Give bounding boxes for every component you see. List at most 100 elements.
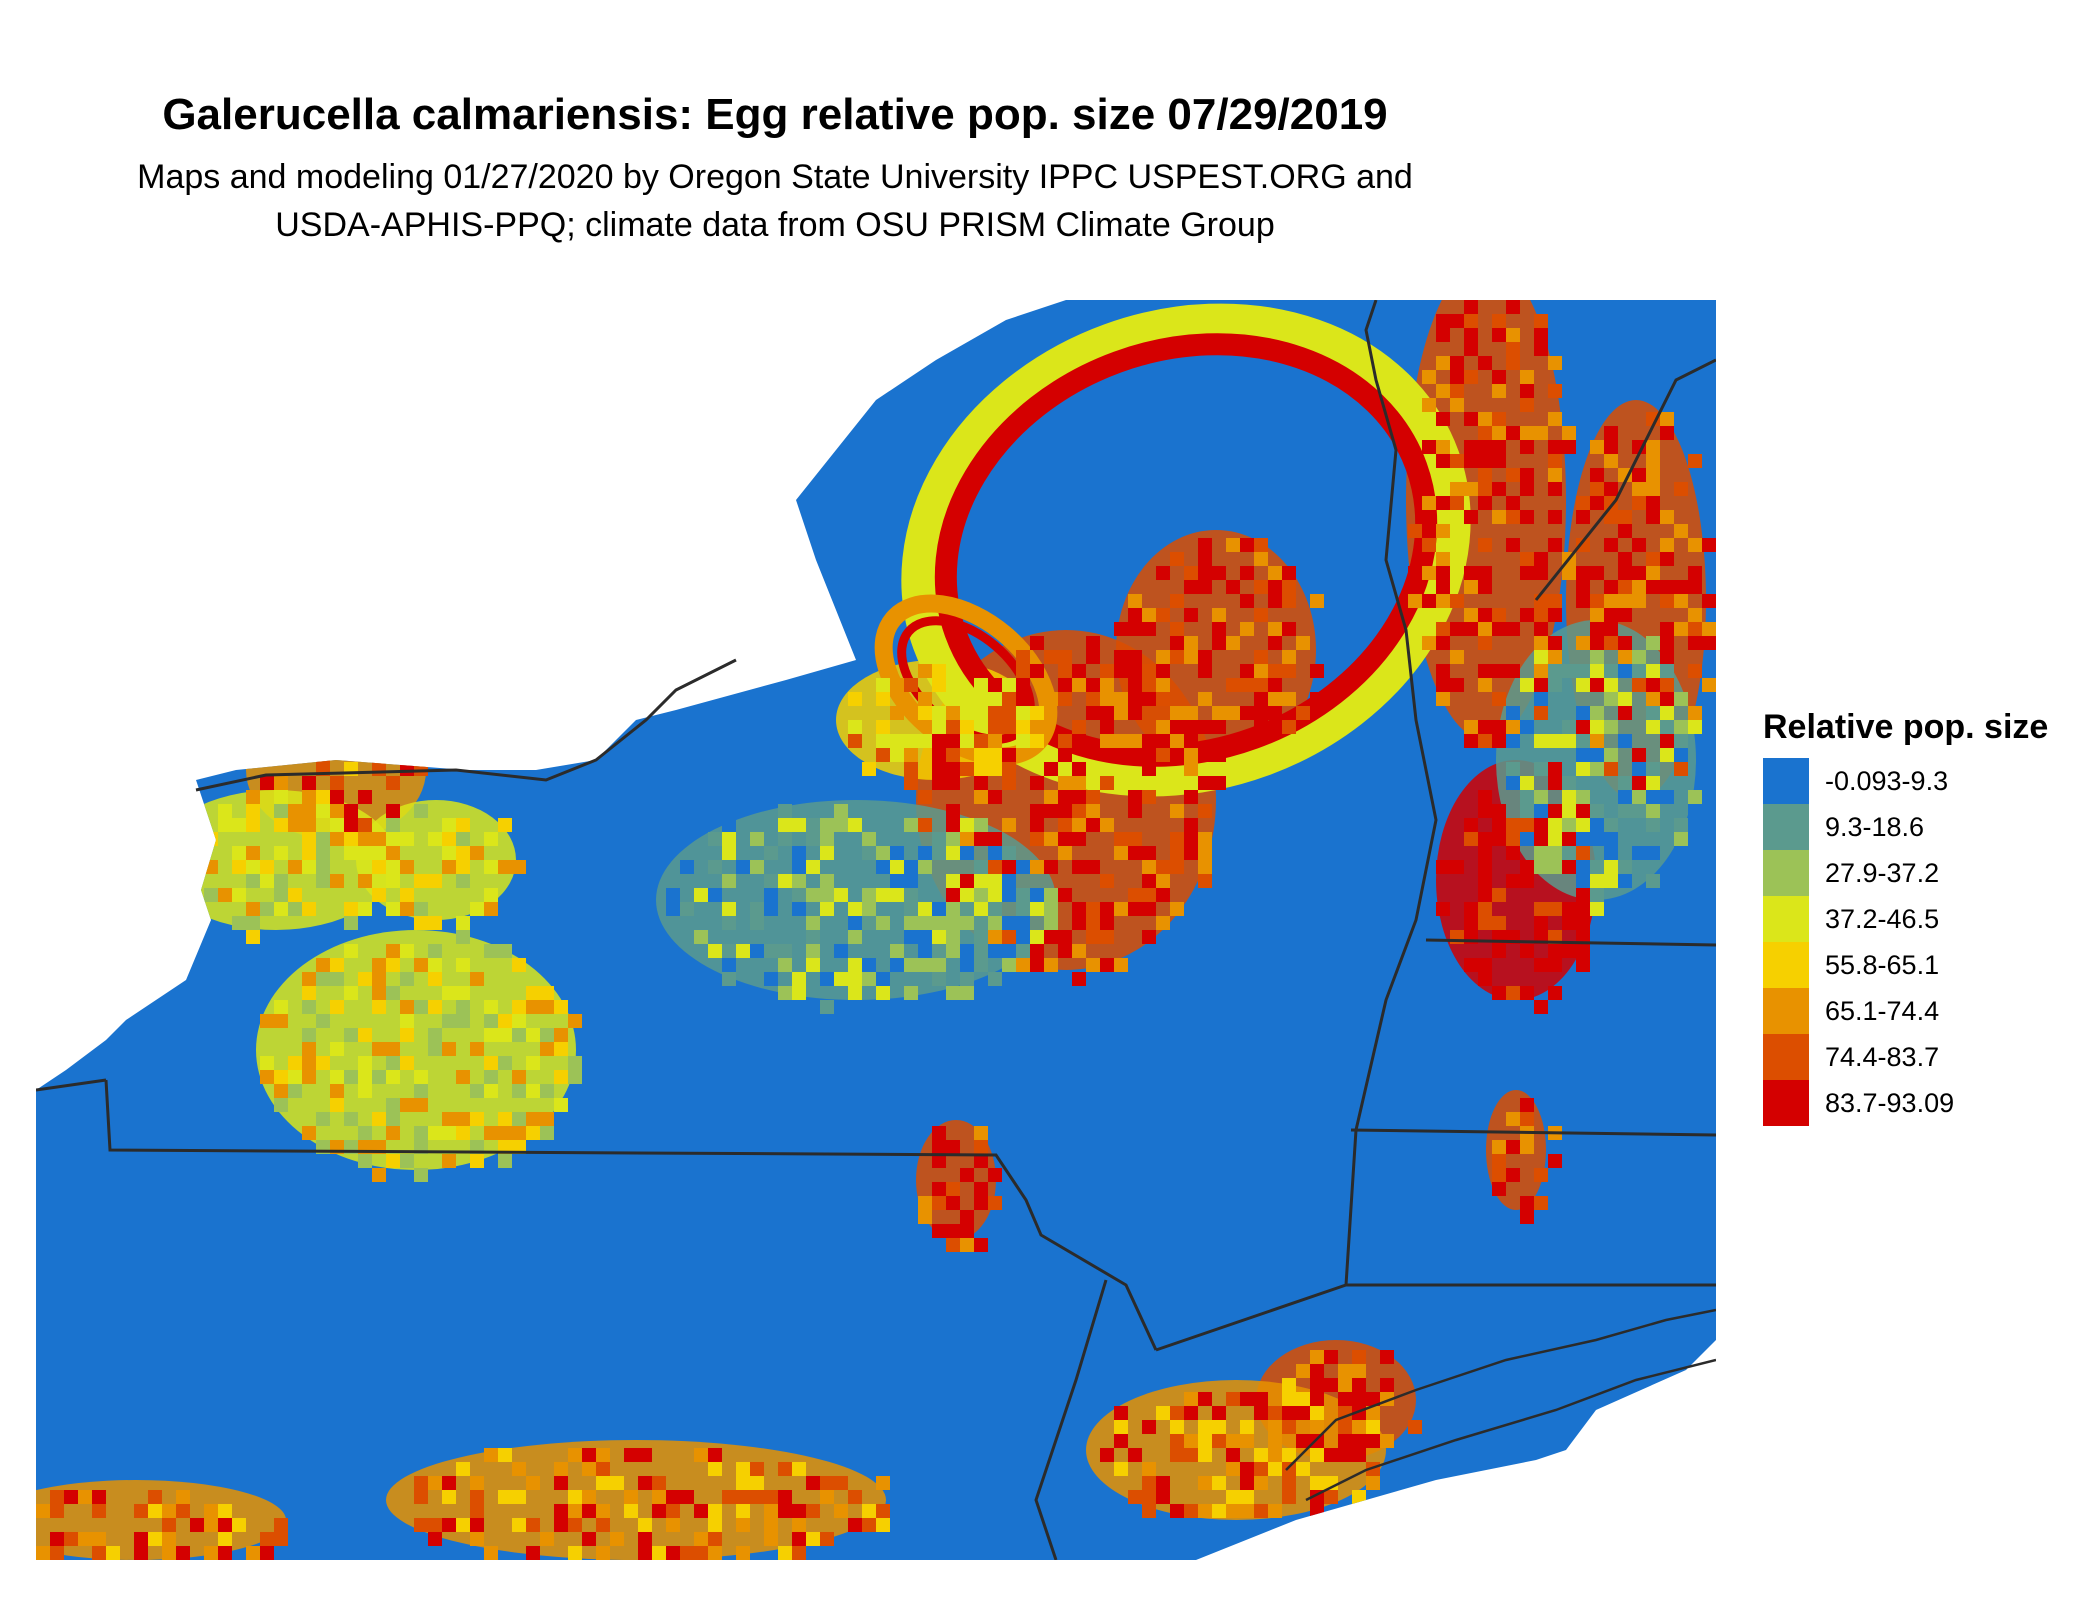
map-cell <box>638 1546 652 1560</box>
map-cell <box>1660 538 1674 552</box>
map-cell <box>918 706 932 720</box>
legend-title: Relative pop. size <box>1763 708 2049 746</box>
map-cell <box>890 748 904 762</box>
map-cell <box>918 1196 932 1210</box>
map-cell <box>1506 986 1520 1000</box>
map-cell <box>1002 692 1016 706</box>
map-cell <box>204 860 218 874</box>
map-cell <box>764 1490 778 1504</box>
map-cell <box>554 1028 568 1042</box>
map-cell <box>414 958 428 972</box>
map-cell <box>946 678 960 692</box>
map-cell <box>1520 678 1534 692</box>
map-cell <box>1590 874 1604 888</box>
map-cell <box>1268 580 1282 594</box>
map-cell <box>1660 748 1674 762</box>
map-cell <box>1198 1476 1212 1490</box>
map-cell <box>1254 608 1268 622</box>
map-cell <box>1464 566 1478 580</box>
legend-swatch <box>1763 988 1809 1034</box>
map-cell <box>1506 776 1520 790</box>
map-cell <box>694 1448 708 1462</box>
map-cell <box>1058 734 1072 748</box>
map-cell <box>1044 930 1058 944</box>
map-cell <box>1450 314 1464 328</box>
map-cell <box>1184 790 1198 804</box>
map-cell <box>1478 356 1492 370</box>
map-cell <box>1142 762 1156 776</box>
map-cell <box>1660 720 1674 734</box>
map-cell <box>1534 916 1548 930</box>
map-cell <box>1534 692 1548 706</box>
map-cell <box>358 1084 372 1098</box>
map-cell <box>1576 664 1590 678</box>
map-cell <box>680 1490 694 1504</box>
map-cell <box>904 734 918 748</box>
map-cell <box>764 944 778 958</box>
map-cell <box>386 1112 400 1126</box>
map-cell <box>316 860 330 874</box>
map-cell <box>1590 496 1604 510</box>
map-cell <box>1478 874 1492 888</box>
map-cell <box>358 1028 372 1042</box>
map-cell <box>1156 916 1170 930</box>
map-cell <box>1240 1504 1254 1518</box>
map-cell <box>484 860 498 874</box>
map-cell <box>1702 622 1716 636</box>
map-cell <box>1506 328 1520 342</box>
map-cell <box>554 1476 568 1490</box>
map-cell <box>302 846 316 860</box>
map-cell <box>162 1504 176 1518</box>
map-cell <box>1534 1196 1548 1210</box>
map-cell <box>820 1532 834 1546</box>
map-cell <box>1534 958 1548 972</box>
map-cell <box>1254 664 1268 678</box>
map-cell <box>722 972 736 986</box>
map-cell <box>316 720 330 734</box>
map-cell <box>1030 860 1044 874</box>
map-cell <box>1688 664 1702 678</box>
map-cell <box>442 832 456 846</box>
map-cell <box>1156 734 1170 748</box>
map-cell <box>680 1546 694 1560</box>
map-cell <box>1254 692 1268 706</box>
map-cell <box>862 846 876 860</box>
map-cell <box>456 832 470 846</box>
map-cell <box>792 1504 806 1518</box>
map-cell <box>1548 832 1562 846</box>
map-cell <box>246 804 260 818</box>
map-cell <box>764 1532 778 1546</box>
map-cell <box>960 916 974 930</box>
map-cell <box>1044 790 1058 804</box>
map-cell <box>1562 440 1576 454</box>
map-cell <box>1114 846 1128 860</box>
map-cell <box>1492 818 1506 832</box>
map-cell <box>1590 860 1604 874</box>
map-cell <box>666 1504 680 1518</box>
map-cell <box>904 902 918 916</box>
map-cell <box>400 944 414 958</box>
map-cell <box>1310 1420 1324 1434</box>
map-cell <box>876 972 890 986</box>
map-cell <box>1086 930 1100 944</box>
map-cell <box>1632 846 1646 860</box>
map-cell <box>652 1476 666 1490</box>
map-cell <box>1534 734 1548 748</box>
map-cell <box>1198 804 1212 818</box>
map-cell <box>834 818 848 832</box>
map-cell <box>1646 566 1660 580</box>
map-cell <box>330 790 344 804</box>
map-cell <box>890 846 904 860</box>
map-cell <box>302 776 316 790</box>
map-cell <box>1030 734 1044 748</box>
map-cell <box>1450 622 1464 636</box>
map-cell <box>316 846 330 860</box>
map-cell <box>400 1014 414 1028</box>
map-cell <box>960 972 974 986</box>
map-cell <box>1310 1350 1324 1364</box>
map-cell <box>1548 930 1562 944</box>
map-cell <box>1422 398 1436 412</box>
map-cell <box>1562 720 1576 734</box>
map-cell <box>1310 1476 1324 1490</box>
map-cell <box>372 720 386 734</box>
